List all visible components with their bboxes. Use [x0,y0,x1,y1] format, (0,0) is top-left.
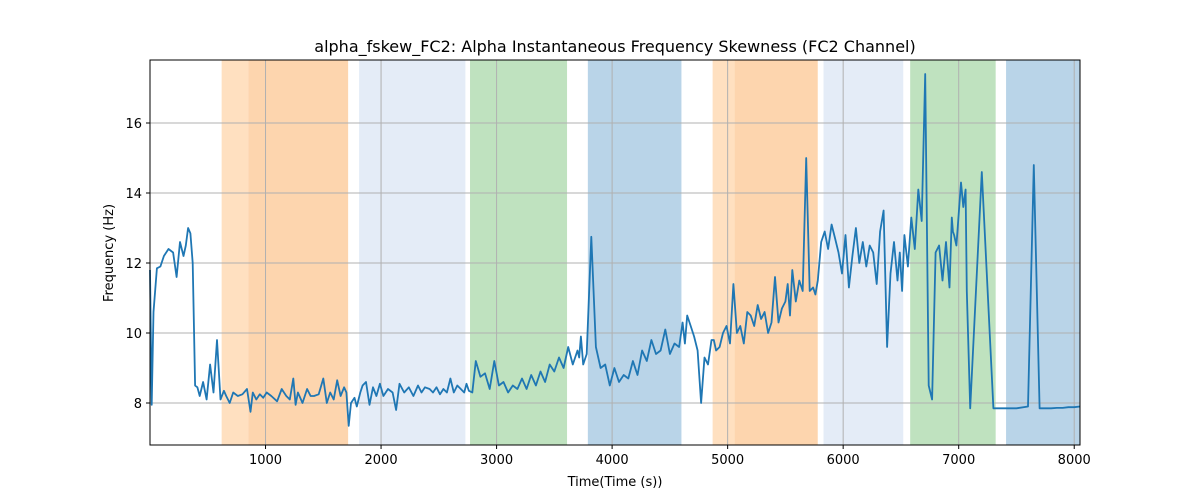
y-axis-title: Frequency (Hz) [102,204,117,302]
y-tick-label-3: 14 [125,187,142,202]
y-tick-label-0: 8 [134,397,142,412]
band-8 [910,60,996,445]
band-1 [248,60,349,445]
x-tick-label-3: 4000 [596,453,629,468]
chart-title: alpha_fskew_FC2: Alpha Instantaneous Fre… [314,37,915,57]
plot-area-frame [149,59,1081,446]
band-9 [1006,60,1080,445]
band-5 [712,60,735,445]
x-tick-label-0: 1000 [249,453,282,468]
band-7 [823,60,904,445]
x-tick-label-2: 3000 [480,453,513,468]
band-0 [221,60,249,445]
y-axis-ticks: 8 10 12 14 16 [125,117,150,412]
band-4 [587,60,682,445]
x-tick-label-6: 7000 [942,453,975,468]
x-tick-label-1: 2000 [365,453,398,468]
y-tick-label-1: 10 [125,327,142,342]
x-tick-label-5: 6000 [827,453,860,468]
band-6 [734,60,818,445]
grid-lines [150,60,1080,445]
band-3 [470,60,568,445]
x-axis-title: Time(Time (s)) [567,475,663,490]
band-2 [359,60,466,445]
series-layer [149,73,1081,427]
x-axis-ticks: 1000 2000 3000 4000 5000 6000 7000 8000 [249,445,1091,468]
x-tick-label-4: 5000 [711,453,744,468]
y-tick-label-2: 12 [125,257,142,272]
series-line-0 [149,73,1081,427]
x-tick-label-7: 8000 [1058,453,1091,468]
y-tick-label-4: 16 [125,117,142,132]
